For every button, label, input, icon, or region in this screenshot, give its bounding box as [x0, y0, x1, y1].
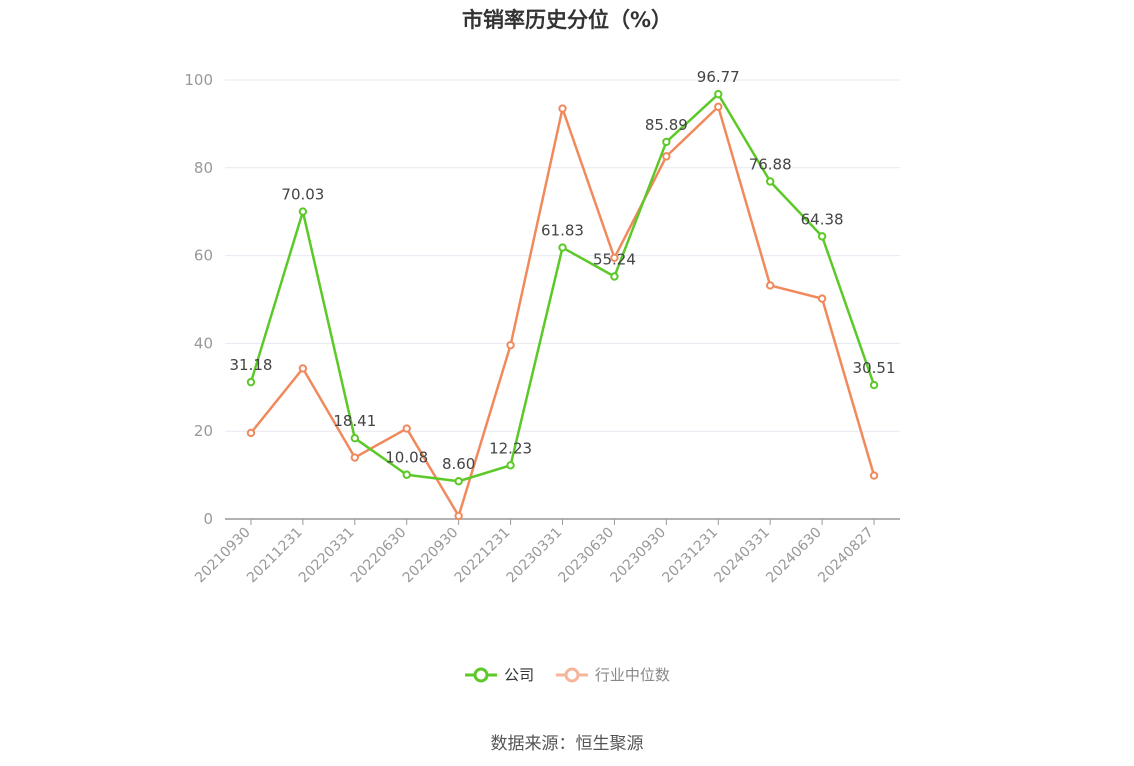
series-point-0 — [610, 272, 619, 281]
data-label: 76.88 — [749, 155, 792, 173]
series-point-0 — [765, 177, 775, 186]
data-label: 96.77 — [697, 68, 740, 86]
series-point-1 — [402, 424, 411, 433]
y-tick-label: 20 — [194, 422, 213, 440]
x-tick-label: 20230930 — [607, 525, 669, 587]
data-label: 61.83 — [541, 222, 584, 240]
series-point-1 — [662, 152, 671, 161]
data-label: 55.24 — [593, 250, 636, 268]
data-label: 12.23 — [489, 439, 532, 457]
series-point-0 — [558, 243, 567, 252]
series-point-0 — [869, 380, 879, 390]
series-point-1 — [817, 294, 827, 303]
series-point-0 — [246, 377, 256, 387]
series-point-0 — [817, 232, 827, 241]
series-lines — [246, 89, 879, 521]
legend-item-industry[interactable]: 行业中位数 — [555, 664, 670, 685]
legend-company-marker-icon — [465, 667, 498, 682]
series-point-1 — [506, 340, 515, 350]
series-point-0 — [454, 477, 463, 486]
x-tick-label: 20240827 — [815, 525, 877, 587]
chart-title: 市销率历史分位（%） — [461, 8, 673, 32]
x-tick-label: 20230331 — [504, 525, 566, 587]
y-axis-ticks: 0 20 40 60 80 100 — [184, 71, 213, 528]
legend-label-industry: 行业中位数 — [594, 666, 670, 684]
y-tick-label: 100 — [184, 71, 213, 89]
x-tick-label: 20240331 — [711, 525, 773, 587]
x-tick-label: 20210930 — [192, 525, 254, 587]
series-point-0 — [298, 207, 308, 216]
data-label: 30.51 — [853, 359, 896, 377]
y-tick-label: 40 — [194, 334, 213, 352]
legend: 公司 行业中位数 — [0, 664, 1134, 688]
x-tick-label: 20240630 — [763, 525, 825, 587]
grid-lines — [225, 79, 900, 432]
legend-item-company[interactable]: 公司 — [464, 664, 534, 685]
series-point-0 — [714, 89, 723, 99]
x-tick-label: 20211231 — [244, 525, 306, 587]
x-tick-label: 20220630 — [348, 525, 410, 587]
series-point-1 — [454, 511, 463, 521]
data-label: 64.38 — [801, 210, 844, 228]
y-tick-label: 80 — [194, 159, 213, 177]
x-tick-label: 20230630 — [556, 525, 618, 587]
x-axis-ticks: 2021093020211231202203312022063020220930… — [192, 519, 877, 586]
legend-label-company: 公司 — [504, 666, 535, 684]
data-labels: 31.18 70.03 18.41 10.08 8.60 12.23 61.83 55.24 8… — [229, 68, 895, 473]
series-point-1 — [350, 453, 360, 462]
series-point-1 — [610, 253, 619, 262]
series-point-1 — [558, 104, 567, 113]
y-tick-label: 0 — [203, 510, 213, 528]
data-label: 10.08 — [385, 449, 428, 467]
series-point-1 — [765, 281, 775, 290]
data-label: 18.41 — [333, 412, 376, 430]
data-label: 31.18 — [229, 356, 272, 374]
data-source-note: 数据来源：恒生聚源 — [490, 734, 644, 754]
y-tick-label: 60 — [194, 247, 213, 265]
data-label: 8.60 — [442, 455, 475, 473]
data-label: 85.89 — [645, 116, 688, 134]
x-tick-label: 20231231 — [659, 525, 721, 587]
series-point-0 — [662, 137, 671, 147]
data-label: 70.03 — [281, 186, 324, 204]
series-point-0 — [350, 433, 360, 443]
x-tick-label: 20221231 — [452, 525, 514, 587]
series-point-1 — [298, 364, 308, 373]
series-point-1 — [714, 102, 723, 111]
legend-industry-marker-icon — [555, 667, 588, 682]
series-point-0 — [402, 470, 411, 479]
series-point-1 — [869, 471, 879, 480]
series-point-1 — [246, 428, 256, 438]
x-tick-label: 20220930 — [400, 525, 462, 587]
series-point-0 — [506, 461, 515, 470]
x-tick-label: 20220331 — [296, 525, 358, 587]
